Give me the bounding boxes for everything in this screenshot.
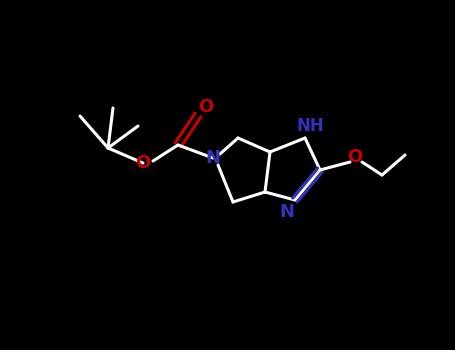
Text: O: O (136, 154, 151, 172)
Text: NH: NH (296, 117, 324, 135)
Text: O: O (198, 98, 214, 116)
Text: O: O (347, 148, 363, 166)
Text: N: N (279, 203, 294, 221)
Text: N: N (206, 149, 221, 167)
